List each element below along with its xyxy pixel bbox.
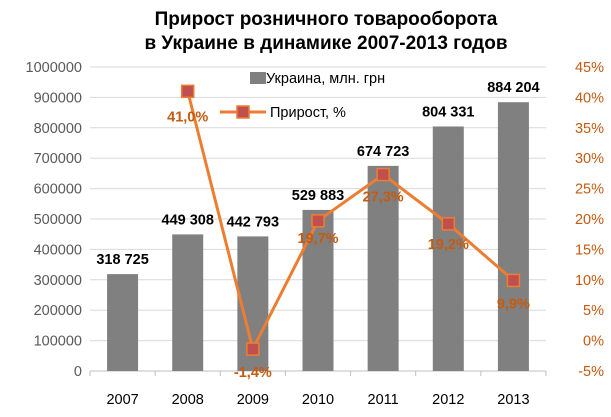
y-right-tick-label: 45% <box>575 60 604 76</box>
y-left-tick-label: 300000 <box>34 273 82 289</box>
y-left-tick-label: 700000 <box>34 151 82 167</box>
line-point <box>180 84 195 99</box>
y-right-tick-label: 10% <box>575 273 604 289</box>
x-tick-label: 2007 <box>106 392 138 408</box>
legend-bar-label: Украина, млн. грн <box>266 71 385 87</box>
bar-data-label: 884 204 <box>487 80 539 96</box>
bar-labels: 318 725 449 308 442 793 529 883 674 723 804 3… <box>96 80 539 268</box>
x-axis: 2007 2008 2009 2010 2011 2012 2013 <box>89 370 547 408</box>
y-left-tick-label: 600000 <box>34 182 82 198</box>
y-left-tick-label: 1000000 <box>26 60 82 76</box>
chart-title-line-1: Прирост розничного товарооборота <box>155 9 498 30</box>
line-data-label: 27,3% <box>363 190 404 206</box>
legend-bar-swatch <box>250 72 266 84</box>
x-tick-label: 2013 <box>497 392 529 408</box>
y-right-tick-label: 15% <box>575 242 604 258</box>
x-tick-label: 2012 <box>432 392 464 408</box>
line-series <box>180 84 521 356</box>
bar <box>107 274 139 371</box>
left-axis: 0 100000 200000 300000 400000 500000 600000 700… <box>26 60 82 380</box>
bar <box>367 165 399 371</box>
y-left-tick-label: 800000 <box>34 121 82 137</box>
right-axis: -5% 0% 5% 10% 15% 20% 25% 30% 35% 40% 45% <box>575 60 604 380</box>
chart-title-line-2: в Украине в динамике 2007-2013 годов <box>144 33 507 54</box>
bar-data-label: 449 308 <box>162 212 214 228</box>
x-tick-label: 2008 <box>172 392 204 408</box>
bar-data-label: 318 725 <box>96 252 148 268</box>
y-left-tick-label: 200000 <box>34 303 82 319</box>
line-labels: 41,0% -1,4% 19,7% 27,3% 19,2% 9,9% <box>167 109 530 381</box>
bar-data-label: 529 883 <box>292 188 344 204</box>
bar-data-label: 442 793 <box>227 214 279 230</box>
y-right-tick-label: 5% <box>583 303 604 319</box>
line-path <box>186 90 515 351</box>
bar <box>497 102 529 372</box>
bar <box>172 234 204 371</box>
y-left-tick-label: 500000 <box>34 212 82 228</box>
y-right-tick-label: 0% <box>583 334 604 350</box>
y-right-tick-label: 30% <box>575 151 604 167</box>
x-tick-label: 2010 <box>302 392 334 408</box>
y-right-tick-label: 40% <box>575 90 604 106</box>
line-point <box>506 273 521 288</box>
y-left-tick-label: 900000 <box>34 90 82 106</box>
legend-line-marker <box>236 105 250 119</box>
line-data-label: -1,4% <box>234 365 272 381</box>
y-right-tick-label: 35% <box>575 121 604 137</box>
y-left-tick-label: 400000 <box>34 242 82 258</box>
legend: Украина, млн. грн Прирост, % <box>220 71 385 121</box>
y-left-tick-label: 0 <box>74 364 82 380</box>
x-tick-label: 2009 <box>237 392 269 408</box>
line-data-label: 19,2% <box>428 237 469 253</box>
line-point <box>376 167 390 182</box>
y-left-tick-label: 100000 <box>34 334 82 350</box>
bar <box>432 126 464 372</box>
line-point <box>441 217 456 231</box>
y-right-tick-label: 25% <box>575 182 604 198</box>
legend-line-label: Прирост, % <box>270 105 346 121</box>
bar-data-label: 804 331 <box>422 104 474 120</box>
bar-data-label: 674 723 <box>357 144 409 160</box>
line-point <box>246 342 260 356</box>
line-point <box>311 214 325 228</box>
y-right-tick-label: 20% <box>575 212 604 228</box>
line-data-label: 19,7% <box>297 231 338 247</box>
y-right-tick-label: -5% <box>578 364 604 380</box>
x-tick-label: 2011 <box>368 392 399 408</box>
bar <box>302 209 334 371</box>
bar-series <box>107 102 529 372</box>
line-data-label: 41,0% <box>167 109 208 125</box>
chart-title: Прирост розничного товарооборота в Украи… <box>144 9 507 54</box>
line-data-label: 9,9% <box>497 296 530 312</box>
